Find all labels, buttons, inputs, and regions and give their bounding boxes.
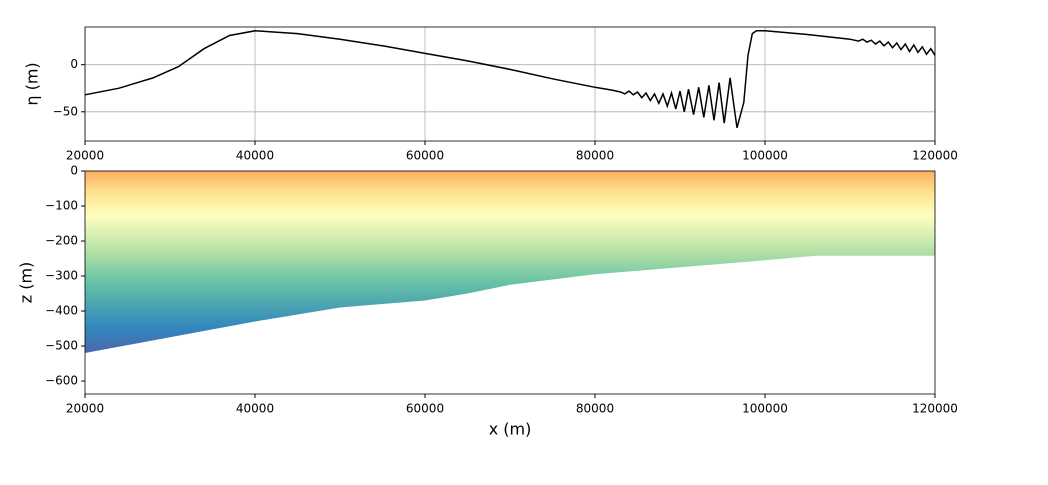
line [84, 30, 936, 128]
y-tick-label: −400 [45, 304, 78, 318]
y-tick-label: −100 [45, 199, 78, 213]
y-tick-label: −300 [45, 269, 78, 283]
x-tick-label: 100000 [742, 402, 788, 416]
x-tick-label: 80000 [576, 149, 614, 163]
x-tick-label: 20000 [66, 402, 104, 416]
x-tick-label: 80000 [576, 402, 614, 416]
x-tick-label: 40000 [236, 402, 274, 416]
x-tick-label: 60000 [406, 149, 444, 163]
axes-frame [84, 170, 936, 395]
x-tick-label: 120000 [912, 149, 958, 163]
x-tick-label: 120000 [912, 402, 958, 416]
x-tick-label: 20000 [66, 149, 104, 163]
area [85, 171, 935, 353]
x-tick-label: 60000 [406, 402, 444, 416]
x-tick-label: 100000 [742, 149, 788, 163]
y-tick-label: 0 [70, 57, 78, 71]
axes-frame [84, 26, 936, 142]
y-tick-label: −200 [45, 234, 78, 248]
y-tick-label: −50 [53, 104, 78, 118]
x-axis-label: x (m) [489, 420, 532, 439]
y-tick-label: −500 [45, 339, 78, 353]
y-axis-label: z (m) [17, 262, 36, 304]
y-tick-label: 0 [70, 164, 78, 178]
y-axis-label: η (m) [23, 62, 42, 105]
y-tick-label: −600 [45, 374, 78, 388]
x-tick-label: 40000 [236, 149, 274, 163]
